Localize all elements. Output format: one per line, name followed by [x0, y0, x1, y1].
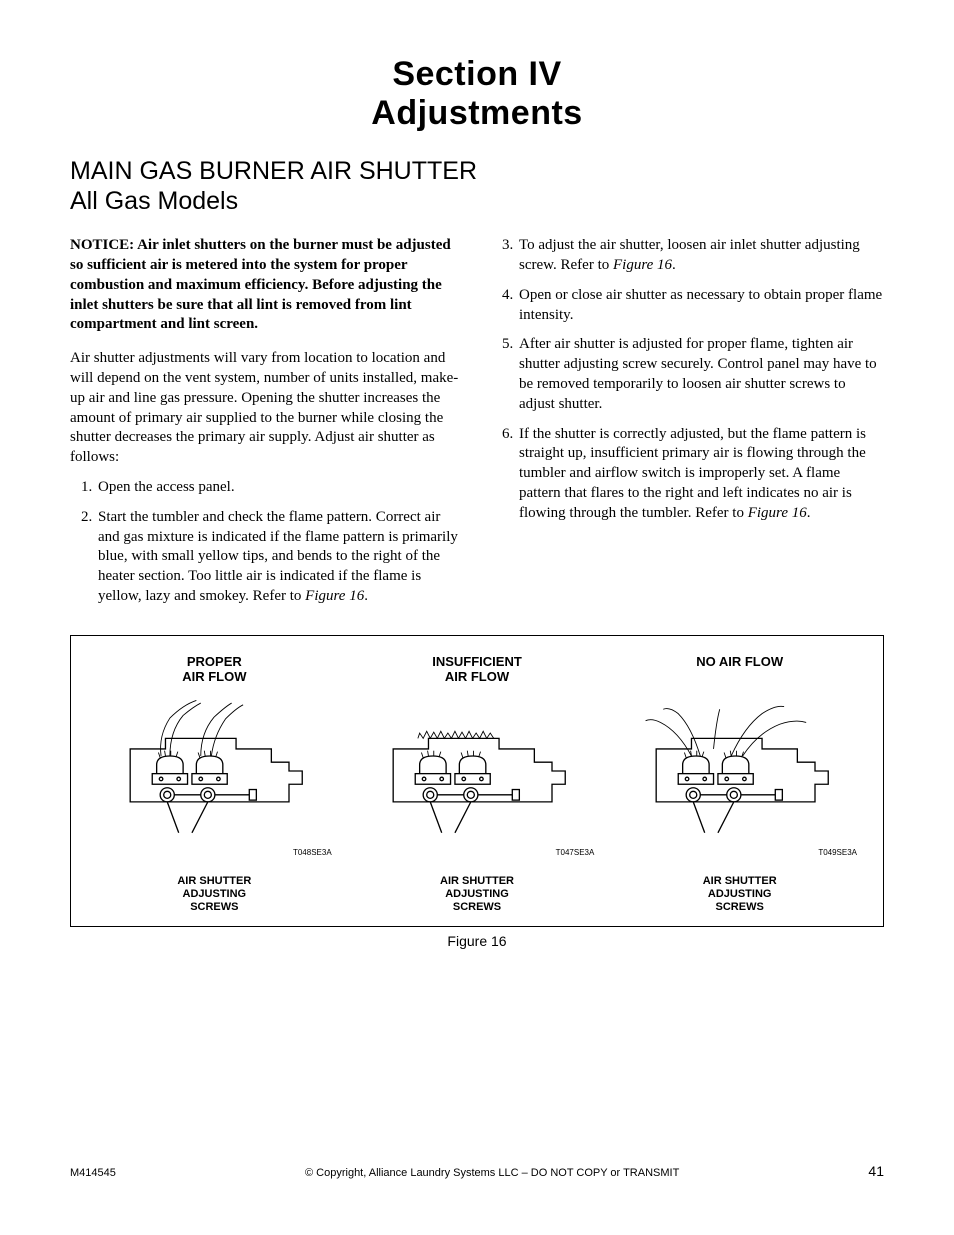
right-column: To adjust the air shutter, loosen air in…: [491, 236, 884, 617]
figure-panel-no-airflow: NO AIR FLOW: [608, 654, 871, 915]
steps-right: To adjust the air shutter, loosen air in…: [491, 236, 884, 523]
figure-panel-insufficient: INSUFFICIENT AIR FLOW: [346, 654, 609, 915]
section-title-l2: Adjustments: [371, 94, 582, 132]
step-4: Open or close air shutter as necessary t…: [517, 286, 884, 326]
steps-left: Open the access panel. Start the tumbler…: [70, 478, 463, 607]
panel-code: T049SE3A: [818, 848, 857, 857]
heading-l1: MAIN GAS BURNER AIR SHUTTER: [70, 157, 477, 185]
step-6: If the shutter is correctly adjusted, bu…: [517, 425, 884, 524]
burner-diagram-none: [625, 696, 855, 846]
footer-copyright: © Copyright, Alliance Laundry Systems LL…: [116, 1167, 869, 1179]
section-title: Section IV Adjustments: [70, 55, 884, 133]
page-footer: M414545 © Copyright, Alliance Laundry Sy…: [70, 1163, 884, 1179]
panel-title: PROPER AIR FLOW: [182, 654, 246, 686]
panel-code: T048SE3A: [293, 848, 332, 857]
step-2: Start the tumbler and check the flame pa…: [96, 508, 463, 607]
burner-diagram-insufficient: [362, 696, 592, 846]
figure-caption: Figure 16: [70, 933, 884, 949]
figure-panel-proper: PROPER AIR FLOW: [83, 654, 346, 915]
step-3: To adjust the air shutter, loosen air in…: [517, 236, 884, 276]
heading-l2: All Gas Models: [70, 187, 238, 215]
panel-title: INSUFFICIENT AIR FLOW: [432, 654, 522, 686]
panel-title: NO AIR FLOW: [696, 654, 783, 686]
left-column: NOTICE: Air inlet shutters on the burner…: [70, 236, 463, 617]
two-column-body: NOTICE: Air inlet shutters on the burner…: [70, 236, 884, 617]
panel-label: AIR SHUTTER ADJUSTING SCREWS: [177, 875, 251, 915]
footer-doc-id: M414545: [70, 1167, 116, 1179]
main-heading: MAIN GAS BURNER AIR SHUTTER All Gas Mode…: [70, 157, 884, 216]
footer-page-number: 41: [868, 1163, 884, 1179]
step-1: Open the access panel.: [96, 478, 463, 498]
panel-code: T047SE3A: [556, 848, 595, 857]
intro-paragraph: Air shutter adjustments will vary from l…: [70, 349, 463, 468]
notice-paragraph: NOTICE: Air inlet shutters on the burner…: [70, 236, 463, 335]
figure-16-box: PROPER AIR FLOW: [70, 635, 884, 928]
burner-diagram-proper: [99, 696, 329, 846]
panel-label: AIR SHUTTER ADJUSTING SCREWS: [703, 875, 777, 915]
panel-label: AIR SHUTTER ADJUSTING SCREWS: [440, 875, 514, 915]
step-5: After air shutter is adjusted for proper…: [517, 335, 884, 414]
section-title-l1: Section IV: [392, 55, 561, 93]
